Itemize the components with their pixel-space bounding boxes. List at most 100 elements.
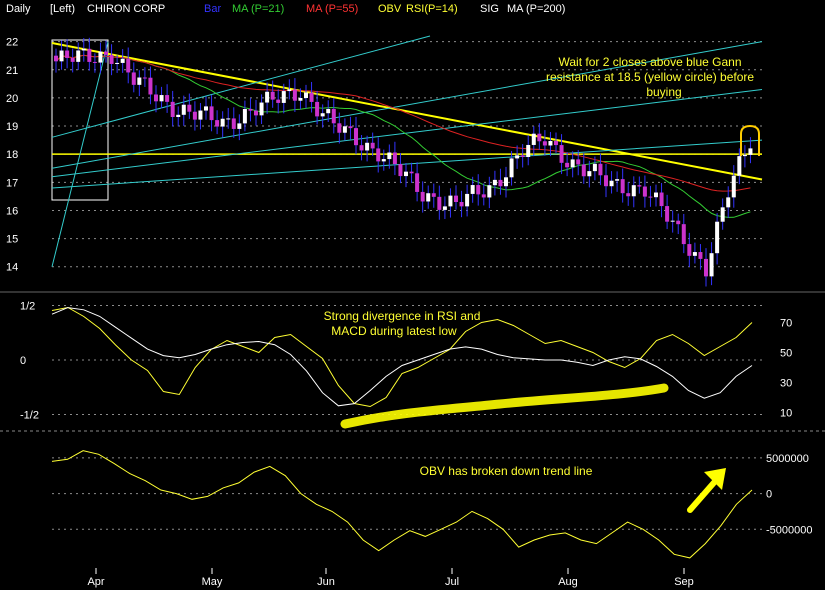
obv-panel: 5000000 0 -5000000 OBV has broken down tre… — [51, 450, 813, 559]
candle-body — [287, 89, 292, 92]
candle-body — [365, 142, 370, 151]
rsi-macd-panel: 1/2 0 -1/2 70 50 30 10 Strong divergence in RS… — [20, 300, 792, 429]
candle-body — [359, 145, 364, 151]
candle-body — [454, 195, 458, 203]
candle-body — [570, 159, 575, 168]
x-tick-label: Jun — [317, 576, 335, 588]
obv-legend: OBV — [378, 3, 402, 15]
candle-body — [198, 110, 203, 120]
candle-body — [176, 114, 181, 117]
candle-body — [259, 102, 264, 116]
candle-body — [465, 193, 470, 207]
price-tick-label: 19 — [6, 121, 18, 133]
candle-body — [515, 155, 520, 159]
candle-body — [648, 196, 653, 198]
candle-body — [731, 175, 736, 198]
candle-body — [742, 154, 747, 157]
candle-body — [187, 104, 192, 112]
candle-body — [404, 171, 408, 177]
candle-body — [442, 206, 447, 210]
candle-body — [537, 133, 542, 142]
candle-body — [476, 185, 481, 195]
candle-body — [298, 98, 303, 101]
candle-body — [304, 92, 308, 99]
obv-line — [51, 450, 753, 559]
candle-body — [320, 113, 325, 117]
price-tick-label: 20 — [6, 93, 18, 105]
candle-body — [237, 123, 242, 129]
candle-body — [415, 173, 420, 192]
obv-tick-label: 0 — [766, 489, 772, 501]
rsi-note-line-2: MACD during latest low — [331, 324, 457, 338]
obv-grid — [52, 457, 762, 530]
gann-blue-line-3 — [51, 88, 763, 178]
candle-body — [715, 221, 720, 254]
candle-body — [148, 77, 153, 95]
obv-series-line — [51, 450, 753, 559]
candle-body — [254, 110, 258, 116]
candle-body — [542, 141, 547, 146]
candle-body — [581, 164, 586, 177]
rsi-tick-label: 10 — [780, 408, 792, 420]
price-note-line-1: Wait for 2 closes above blue Gann — [559, 55, 742, 69]
candle-body — [387, 152, 392, 160]
rsi-tick-label: 50 — [780, 348, 792, 360]
ma21-legend: MA (P=21) — [232, 3, 284, 15]
candle-body — [448, 195, 453, 207]
candle-body — [192, 111, 197, 120]
candle-body — [659, 192, 664, 207]
candle-body — [665, 206, 670, 222]
candle-body — [220, 118, 225, 127]
candle-body — [492, 179, 497, 186]
x-axis: Apr May Jun Jul Aug Sep — [87, 568, 694, 588]
candle-body — [737, 156, 742, 176]
moving-averages — [55, 54, 751, 218]
candle-body — [587, 171, 592, 177]
candle-body — [554, 141, 558, 146]
candle-body — [520, 155, 525, 158]
candle-body — [604, 175, 608, 187]
candle-body — [748, 148, 753, 155]
candle-body — [115, 62, 120, 64]
ma200-legend: MA (P=200) — [507, 3, 565, 15]
candle-body — [142, 77, 147, 79]
candle-body — [565, 162, 570, 168]
candle-body — [709, 253, 714, 277]
obv-y-axis: 5000000 0 -5000000 — [766, 453, 813, 536]
candle-body — [576, 159, 581, 165]
candle-body — [248, 109, 253, 111]
candle-body — [431, 193, 436, 197]
price-tick-label: 18 — [6, 149, 18, 161]
candle-body — [154, 94, 158, 102]
candle-body — [181, 104, 186, 115]
candle-body — [720, 207, 725, 222]
bar-legend: Bar — [204, 3, 221, 15]
candle-body — [409, 171, 414, 174]
gann-lines — [51, 35, 763, 267]
ma55-legend: MA (P=55) — [306, 3, 358, 15]
candle-body — [104, 51, 108, 55]
candle-body — [81, 48, 86, 51]
gann-blue-line-5 — [51, 41, 109, 267]
period-label: Daily — [6, 3, 31, 15]
candle-body — [331, 108, 336, 124]
rsi-macd-lines — [51, 306, 753, 408]
candle-body — [459, 202, 464, 207]
macd-tick-label: 0 — [20, 355, 26, 367]
candle-body — [637, 185, 642, 187]
candle-body — [281, 91, 286, 103]
symbol-label: CHIRON CORP — [87, 3, 165, 15]
candle-body — [159, 95, 164, 102]
candle-body — [170, 101, 175, 117]
candle-body — [165, 95, 170, 102]
rsi-line — [51, 306, 753, 408]
target-circle — [740, 124, 760, 156]
candle-body — [676, 220, 681, 225]
price-tick-label: 16 — [6, 205, 18, 217]
candle-body — [615, 179, 620, 181]
candle-body — [65, 50, 70, 58]
candle-body — [620, 179, 625, 194]
candle-body — [337, 123, 342, 133]
x-tick-label: Aug — [558, 576, 578, 588]
